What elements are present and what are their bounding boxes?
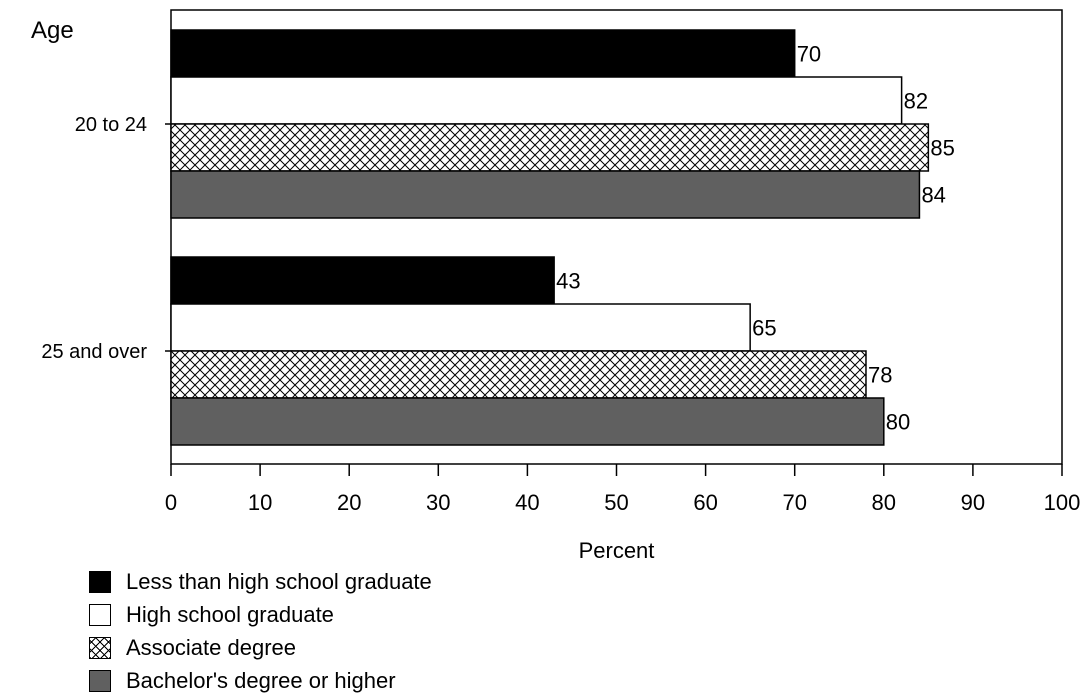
legend-swatch-less-than-high-school — [89, 570, 111, 593]
bar-less-than-high-school-graduate-20-to-24 — [170, 29, 796, 78]
y-axis-title: Age — [31, 17, 74, 44]
data-label: 82 — [904, 89, 928, 114]
bar-chart: Age Percent 0 10 20 30 40 50 60 70 80 90 100 20 to … — [31, 9, 1081, 560]
x-tick-label: 90 — [961, 490, 985, 515]
legend-label: Bachelor's degree or higher — [126, 667, 396, 693]
data-label: 78 — [868, 363, 892, 388]
x-tick-label: 50 — [604, 490, 628, 515]
bar-associate-degree-25-and-over — [170, 350, 867, 399]
legend-swatch-high-school-graduate — [89, 603, 111, 626]
x-tick-label: 70 — [782, 490, 806, 515]
data-label: 70 — [797, 42, 821, 67]
category-label-20-to-24: 20 to 24 — [75, 114, 147, 136]
x-axis-title: Percent — [579, 538, 655, 560]
bar-bachelor-s-degree-or-higher-25-and-over — [170, 397, 885, 446]
x-tick-label: 60 — [693, 490, 717, 515]
x-tick-label: 80 — [872, 490, 896, 515]
legend: Less than high school graduate High scho… — [89, 565, 432, 697]
chart-marks: 0 10 20 30 40 50 60 70 80 90 100 20 to 24 25 and ove… — [41, 29, 1081, 515]
x-tick-label: 0 — [165, 490, 177, 515]
bar-high-school-graduate-25-and-over — [170, 303, 751, 352]
data-label: 85 — [930, 136, 954, 161]
data-label: 80 — [886, 410, 910, 435]
legend-item: Less than high school graduate — [89, 565, 432, 598]
legend-item: Associate degree — [89, 631, 432, 664]
data-label: 65 — [752, 316, 776, 341]
bar-less-than-high-school-graduate-25-and-over — [170, 256, 555, 305]
x-tick-label: 100 — [1044, 490, 1081, 515]
bar-high-school-graduate-20-to-24 — [170, 76, 903, 125]
bar-bachelor-s-degree-or-higher-20-to-24 — [170, 170, 921, 219]
legend-item: High school graduate — [89, 598, 432, 631]
legend-label: Associate degree — [126, 634, 296, 660]
x-tick-label: 20 — [337, 490, 361, 515]
x-tick-label: 30 — [426, 490, 450, 515]
legend-item: Bachelor's degree or higher — [89, 664, 432, 697]
data-label: 43 — [556, 269, 580, 294]
x-tick-label: 10 — [248, 490, 272, 515]
x-tick-label: 40 — [515, 490, 539, 515]
category-label-25-and-over: 25 and over — [41, 341, 147, 363]
legend-label: Less than high school graduate — [126, 568, 432, 594]
legend-swatch-associate-degree — [89, 636, 111, 659]
legend-swatch-bachelors-degree — [89, 669, 111, 692]
legend-label: High school graduate — [126, 601, 334, 627]
data-label: 84 — [921, 183, 945, 208]
bar-associate-degree-20-to-24 — [170, 123, 930, 172]
